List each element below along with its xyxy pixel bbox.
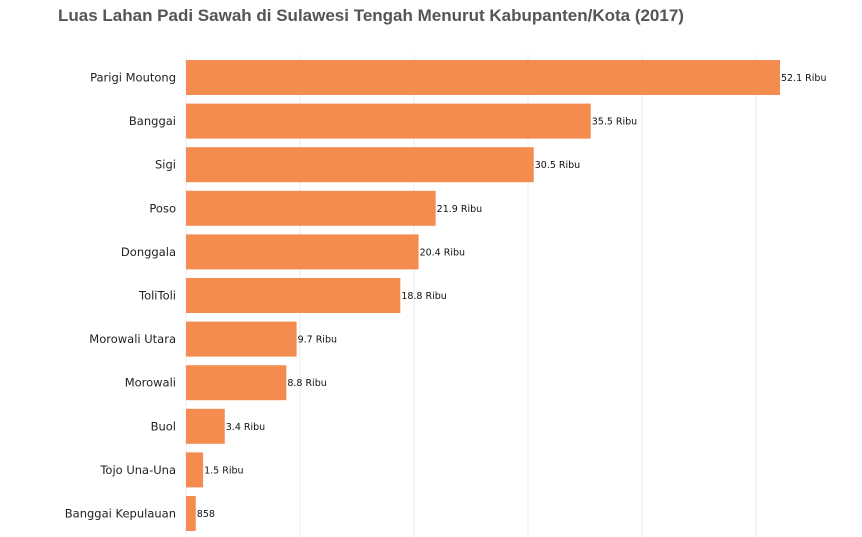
category-label: ToliToli [138,289,176,303]
value-label: 21.9 Ribu [437,204,482,215]
value-label: 52.1 Ribu [781,73,826,84]
bar-sigi [186,147,534,183]
value-label: 20.4 Ribu [420,247,465,258]
category-label: Sigi [155,158,176,172]
category-label: Banggai [129,114,176,128]
value-label: 8.8 Ribu [287,378,326,389]
value-label: 35.5 Ribu [592,117,637,128]
category-label: Banggai Kepulauan [65,507,176,521]
label-layer: Parigi Moutong 52.1 Ribu Banggai 35.5 Ribu S… [65,71,827,521]
bar-tolitoli [186,278,401,313]
value-label: 9.7 Ribu [298,335,337,346]
bar-morowali-utara [186,321,297,357]
category-label: Morowali Utara [89,332,176,346]
bar-donggala [186,234,419,270]
category-label: Poso [149,201,176,215]
category-label: Buol [151,419,176,433]
value-label: 30.5 Ribu [535,160,580,171]
bar-parigi-moutong [186,60,780,95]
value-label: 1.5 Ribu [204,465,243,476]
bar-poso [186,190,436,226]
bar-buol [186,408,225,444]
category-label: Donggala [121,245,176,259]
category-label: Morowali [125,376,176,390]
value-label: 3.4 Ribu [226,422,265,433]
value-label: 18.8 Ribu [401,291,446,302]
chart-title: Luas Lahan Padi Sawah di Sulawesi Tengah… [58,6,684,25]
category-label: Parigi Moutong [90,71,176,85]
bar-banggai [186,103,591,139]
bar-tojo-una-una [186,452,204,488]
bar-layer [186,60,780,531]
category-label: Tojo Una-Una [99,463,176,477]
bar-banggai-kepulauan [186,496,196,531]
value-label: 858 [197,509,215,520]
bar-morowali [186,365,287,401]
